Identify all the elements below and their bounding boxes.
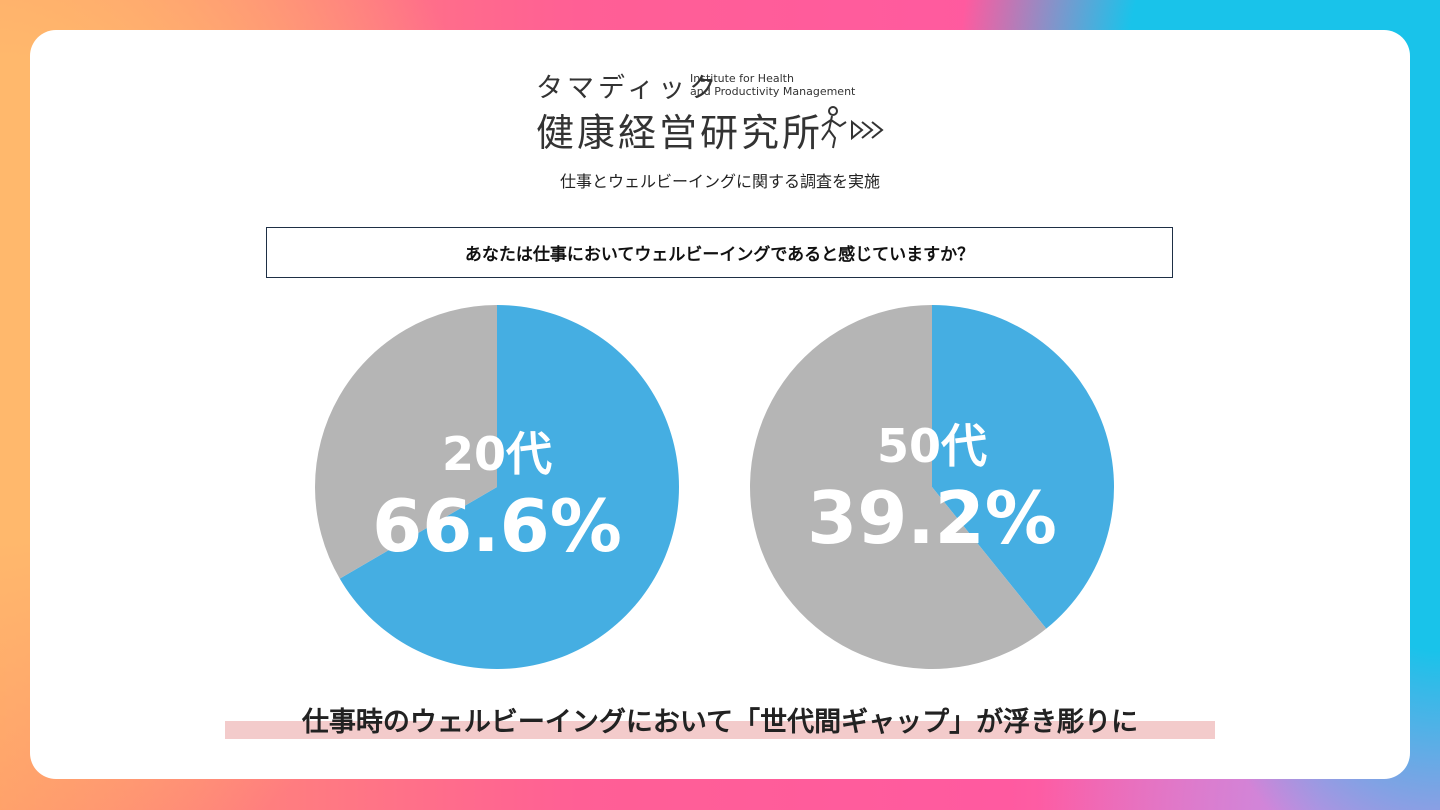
- pie-slice-other: [750, 305, 1047, 669]
- pie-slice-other: [314, 305, 497, 579]
- subtitle: 仕事とウェルビーイングに関する調査を実施: [559, 172, 880, 191]
- pie-20s: [314, 305, 679, 669]
- pie-20s-age-label: 20代: [441, 427, 552, 481]
- logo-kana: タマディック: [536, 73, 721, 104]
- pie-slice-yes: [932, 305, 1114, 629]
- pie-50s: [750, 305, 1114, 669]
- logo: タマディック Institute for Health and Producti…: [536, 66, 896, 156]
- walking-person-arrows-icon: [821, 106, 884, 149]
- content-card: [30, 30, 1410, 779]
- logo-kanji: 健康経営研究所: [536, 111, 824, 155]
- conclusion-highlight: [225, 721, 1215, 739]
- logo-english: Institute for Health and Productivity Ma…: [690, 72, 855, 98]
- pie-20s-labels: 20代 66.6%: [347, 418, 647, 568]
- logo-english-line2: and Productivity Management: [690, 85, 856, 98]
- pie-50s-value-label: 39.2%: [807, 476, 1057, 560]
- logo-english-line1: Institute for Health: [690, 72, 794, 85]
- survey-question: あなたは仕事においてウェルビーイングであると感じていますか？: [266, 227, 1173, 278]
- conclusion-text: 仕事時のウェルビーイングにおいて「世代間ギャップ」が浮き彫りに: [301, 707, 1139, 738]
- pie-slice-yes: [339, 305, 679, 669]
- pie-50s-labels: 50代 39.2%: [782, 410, 1082, 560]
- pie-20s-value-label: 66.6%: [372, 484, 622, 568]
- pie-50s-age-label: 50代: [876, 419, 987, 473]
